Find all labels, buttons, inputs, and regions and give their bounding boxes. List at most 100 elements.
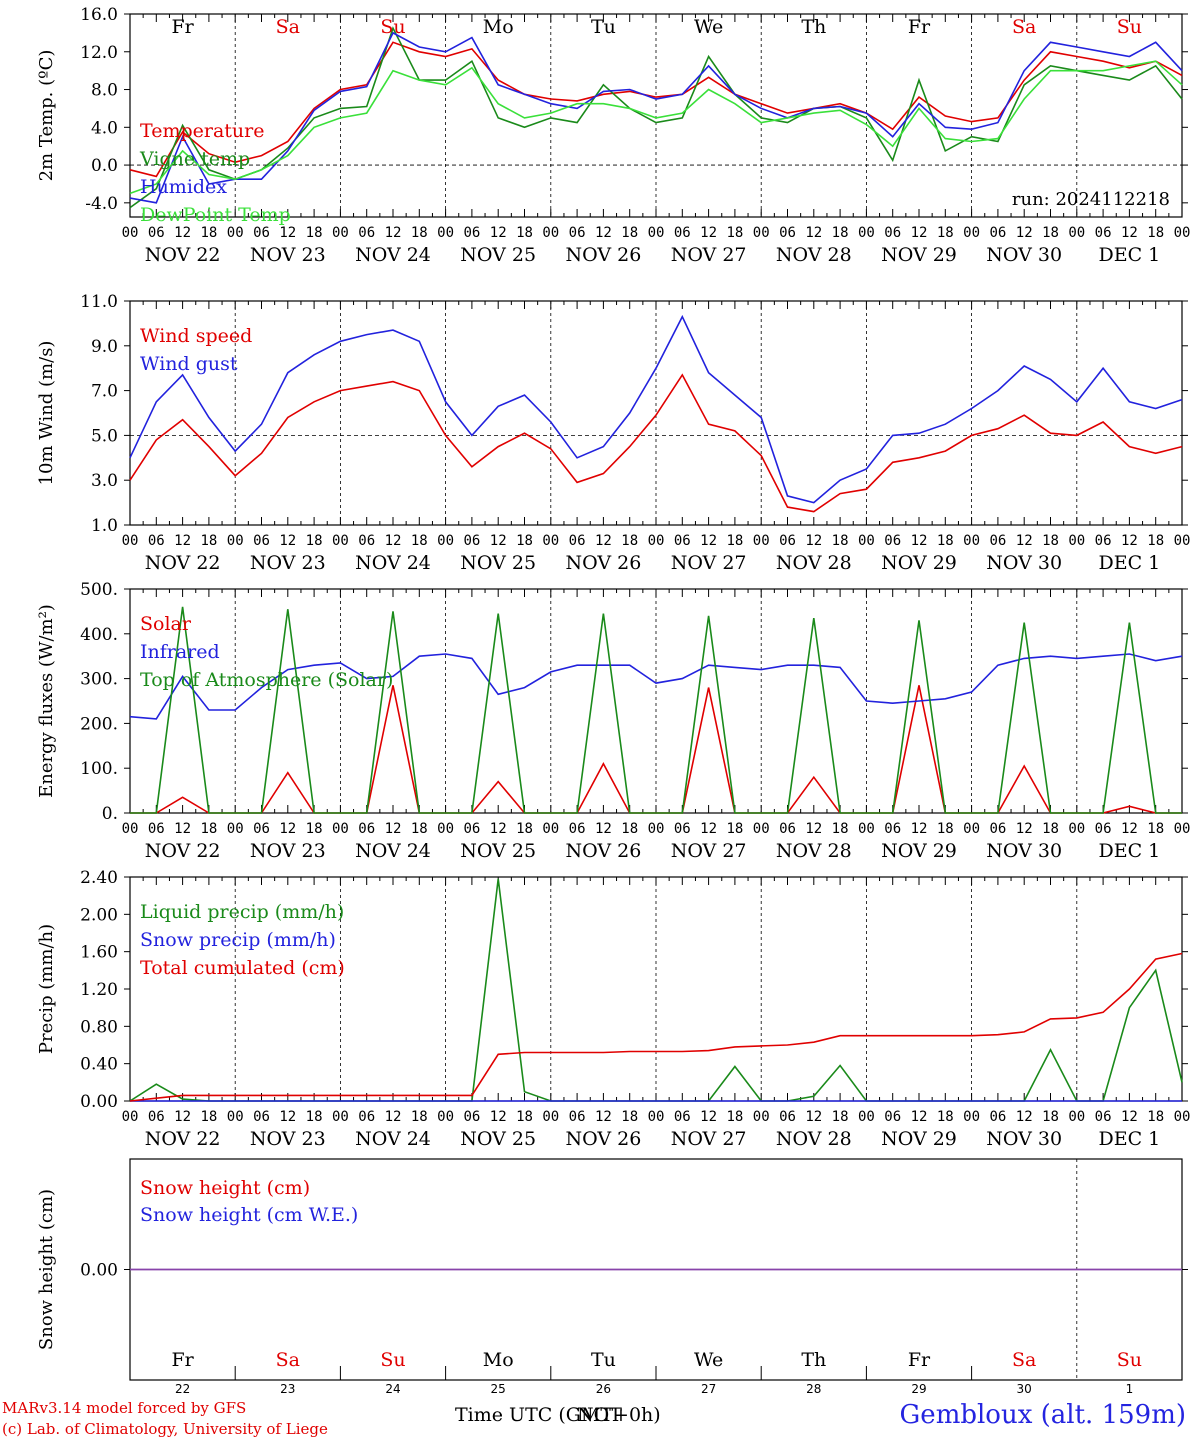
date-label: NOV 23 <box>250 1128 326 1150</box>
hour-tick-label: 18 <box>832 533 849 549</box>
run-annotation: run: 2024112218 <box>1012 189 1170 210</box>
hour-tick-label: 00 <box>963 533 980 549</box>
hour-tick-label: 18 <box>1147 225 1164 241</box>
hour-tick-label: 12 <box>1016 533 1033 549</box>
hour-tick-label: 18 <box>200 225 217 241</box>
meteogram: -4.0 0.0 4.0 8.0 12.0 16.0 2m Temp. (ºC) Temper… <box>36 5 1191 1396</box>
hour-tick-label: 00 <box>437 1109 454 1125</box>
date-label: NOV 23 <box>250 552 326 574</box>
hour-tick-label: 06 <box>674 821 691 837</box>
hour-tick-label: 00 <box>227 225 244 241</box>
hour-tick-label: 06 <box>569 225 586 241</box>
hour-tick-label: 06 <box>463 225 480 241</box>
y-tick-label: 11.0 <box>80 292 118 312</box>
hour-tick-label: 06 <box>253 1109 270 1125</box>
hour-tick-label: 00 <box>122 821 139 837</box>
date-label: NOV 24 <box>355 552 431 574</box>
hour-tick-label: 00 <box>227 821 244 837</box>
weekday-label: Fr <box>171 1349 194 1371</box>
hour-tick-label: 00 <box>332 1109 349 1125</box>
hour-tick-label: 00 <box>858 533 875 549</box>
hour-tick-label: 06 <box>148 1109 165 1125</box>
hour-tick-label: 12 <box>805 533 822 549</box>
hour-tick-label: 06 <box>463 533 480 549</box>
hour-tick-label: 18 <box>200 1109 217 1125</box>
y-axis-label: Snow height (cm) <box>36 1189 57 1350</box>
hour-tick-label: 18 <box>832 821 849 837</box>
date-label: NOV 29 <box>881 552 957 574</box>
hour-tick-label: 06 <box>358 533 375 549</box>
date-label: DEC 1 <box>1099 1128 1161 1150</box>
weekday-label: Su <box>1117 1349 1142 1371</box>
day-number-label: 22 <box>175 1382 190 1396</box>
date-label: NOV 23 <box>250 244 326 266</box>
hour-tick-label: 00 <box>122 533 139 549</box>
hour-tick-label: 18 <box>411 821 428 837</box>
date-label: NOV 24 <box>355 1128 431 1150</box>
time-axis-overlap: NOT <box>577 1404 622 1426</box>
hour-tick-label: 12 <box>805 225 822 241</box>
hour-tick-label: 12 <box>385 225 402 241</box>
hour-tick-label: 18 <box>1042 225 1059 241</box>
hour-tick-label: 06 <box>1095 1109 1112 1125</box>
hour-tick-label: 18 <box>411 1109 428 1125</box>
hour-tick-label: 18 <box>1147 1109 1164 1125</box>
hour-tick-label: 00 <box>648 533 665 549</box>
hour-tick-label: 18 <box>516 533 533 549</box>
hour-tick-label: 06 <box>779 1109 796 1125</box>
hour-tick-label: 12 <box>911 533 928 549</box>
hour-tick-label: 06 <box>148 821 165 837</box>
y-tick-label: 1.20 <box>80 980 118 1000</box>
hour-tick-label: 12 <box>1121 1109 1138 1125</box>
hour-tick-label: 12 <box>385 533 402 549</box>
day-number-label: 25 <box>491 1382 506 1396</box>
date-label: NOV 25 <box>460 244 536 266</box>
y-tick-label: 0.00 <box>80 1261 118 1281</box>
credit-lab: (c) Lab. of Climatology, University of L… <box>2 1420 328 1438</box>
date-label: NOV 24 <box>355 840 431 862</box>
y-tick-label: 400. <box>80 625 118 645</box>
hour-tick-label: 00 <box>332 821 349 837</box>
hour-tick-label: 06 <box>884 225 901 241</box>
hour-tick-label: 06 <box>989 1109 1006 1125</box>
date-label: NOV 26 <box>565 840 641 862</box>
hour-tick-label: 06 <box>884 1109 901 1125</box>
hour-tick-label: 18 <box>306 821 323 837</box>
hour-tick-label: 00 <box>122 225 139 241</box>
y-tick-label: 4.0 <box>91 118 118 138</box>
date-label: NOV 30 <box>986 244 1062 266</box>
y-tick-label: 7.0 <box>91 382 118 402</box>
date-label: NOV 29 <box>881 244 957 266</box>
hour-tick-label: 18 <box>411 225 428 241</box>
hour-tick-label: 18 <box>516 821 533 837</box>
hour-tick-label: 12 <box>385 1109 402 1125</box>
y-tick-label: 16.0 <box>80 5 118 25</box>
y-tick-label: 12.0 <box>80 43 118 63</box>
hour-tick-label: 00 <box>753 225 770 241</box>
hour-tick-label: 12 <box>595 225 612 241</box>
legend-entry: Wind gust <box>140 353 238 375</box>
weekday-label: Fr <box>908 16 931 38</box>
hour-tick-label: 12 <box>279 225 296 241</box>
hour-tick-label: 12 <box>385 821 402 837</box>
hour-tick-label: 06 <box>463 821 480 837</box>
hour-tick-label: 00 <box>963 821 980 837</box>
hour-tick-label: 12 <box>700 1109 717 1125</box>
date-label: NOV 22 <box>145 244 221 266</box>
y-tick-label: 200. <box>80 714 118 734</box>
y-axis-label: Precip (mm/h) <box>36 924 57 1054</box>
hour-tick-label: 18 <box>1042 533 1059 549</box>
credits: MARv3.14 model forced by GFS (c) Lab. of… <box>2 1398 328 1440</box>
hour-tick-label: 12 <box>911 225 928 241</box>
hour-tick-label: 12 <box>174 821 191 837</box>
hour-tick-label: 00 <box>437 533 454 549</box>
hour-tick-label: 00 <box>122 1109 139 1125</box>
hour-tick-label: 12 <box>490 533 507 549</box>
hour-tick-label: 00 <box>1174 1109 1191 1125</box>
hour-tick-label: 00 <box>1068 1109 1085 1125</box>
day-number-label: 29 <box>911 1382 926 1396</box>
y-tick-label: 8.0 <box>91 81 118 101</box>
weekday-label: Sa <box>276 1349 300 1371</box>
hour-tick-label: 06 <box>884 533 901 549</box>
hour-tick-label: 06 <box>1095 225 1112 241</box>
